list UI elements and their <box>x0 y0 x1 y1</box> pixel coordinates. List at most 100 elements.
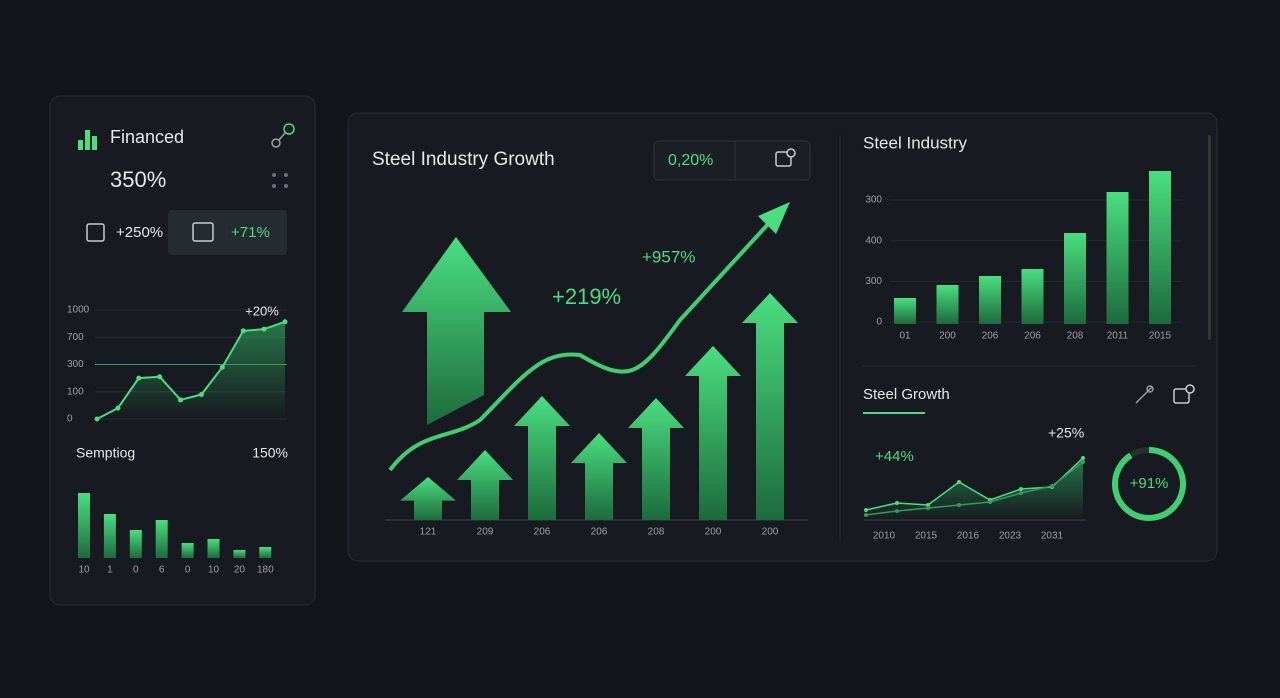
stat-chip[interactable] <box>168 210 287 255</box>
chart-title: Steel Growth <box>863 386 950 403</box>
arrow-bar <box>628 398 684 520</box>
bar <box>1021 269 1044 324</box>
x-tick-label: 209 <box>477 527 494 538</box>
point <box>178 397 184 403</box>
point <box>895 509 899 513</box>
point <box>957 480 961 484</box>
bar <box>259 547 272 558</box>
y-tick-label: 300 <box>865 195 882 206</box>
bar <box>155 520 168 558</box>
ring-value <box>1112 447 1186 521</box>
point <box>1019 487 1023 491</box>
y-tick-label: 0 <box>67 414 73 425</box>
x-tick-label: 1 <box>107 565 113 576</box>
point <box>957 503 961 507</box>
link-icon[interactable] <box>1135 385 1154 404</box>
point <box>1081 460 1085 464</box>
point <box>115 405 121 411</box>
line <box>865 461 1084 516</box>
x-tick-label: 121 <box>420 527 437 538</box>
y-tick-label: 100 <box>67 386 84 397</box>
bar <box>181 543 194 558</box>
y-tick-label: 1000 <box>67 305 90 316</box>
big-arrow <box>402 237 511 425</box>
link-icon[interactable] <box>271 123 295 148</box>
x-tick-label: 2031 <box>1041 531 1064 542</box>
point <box>219 364 225 370</box>
x-tick-label: 10 <box>208 565 220 576</box>
trend-curve <box>388 220 772 472</box>
check-icon <box>86 223 105 242</box>
point <box>261 326 267 332</box>
export-icon[interactable] <box>775 148 796 167</box>
x-tick-label: 2023 <box>999 531 1022 542</box>
point <box>864 513 868 517</box>
bar <box>129 530 142 558</box>
point <box>864 508 868 512</box>
point <box>1081 456 1085 460</box>
point <box>988 500 992 504</box>
bar <box>1149 171 1171 324</box>
bar <box>233 550 246 558</box>
ring-label: +91% <box>1130 475 1169 492</box>
x-tick-label: 2015 <box>915 531 938 542</box>
bar <box>936 285 959 324</box>
chart-title: Semptiog <box>76 445 135 461</box>
arrow-bar <box>571 433 627 520</box>
x-tick-label: 206 <box>982 331 999 342</box>
bar <box>979 276 1001 324</box>
bar <box>1106 192 1129 324</box>
arrow-bar <box>400 477 456 520</box>
x-tick-label: 200 <box>705 527 722 538</box>
annotation: +219% <box>552 284 621 309</box>
scrollbar <box>1208 135 1211 340</box>
y-tick-label: 300 <box>67 359 84 370</box>
x-tick-label: 208 <box>648 527 665 538</box>
annotation: +25% <box>1048 425 1084 441</box>
badge-box[interactable] <box>653 140 811 181</box>
point <box>240 328 246 334</box>
point <box>94 416 100 422</box>
point <box>1019 491 1023 495</box>
chart-title: Steel Industry <box>863 133 967 152</box>
x-tick-label: 2015 <box>1149 331 1172 342</box>
x-tick-label: 208 <box>1067 331 1084 342</box>
y-tick-label: 400 <box>865 235 882 246</box>
y-tick-label: 0 <box>876 317 882 328</box>
export-icon[interactable] <box>1173 384 1195 404</box>
chart-title: Steel Industry Growth <box>372 149 555 170</box>
x-tick-label: 01 <box>899 331 911 342</box>
point <box>282 319 288 325</box>
trend-arrowhead <box>758 202 790 234</box>
x-tick-label: 200 <box>939 331 956 342</box>
logo-icon <box>78 130 97 150</box>
bar <box>78 493 90 558</box>
stat: +71% <box>231 224 270 241</box>
annotation: +957% <box>642 247 695 266</box>
y-tick-label: 300 <box>865 276 882 287</box>
x-tick-label: 206 <box>1024 331 1041 342</box>
bar <box>103 514 116 558</box>
annotation: +20% <box>245 303 279 318</box>
arrow-bar <box>742 293 798 520</box>
badge: 150% <box>252 445 288 461</box>
bar <box>1064 233 1086 324</box>
area <box>97 321 285 419</box>
x-tick-label: 206 <box>591 527 608 538</box>
bar <box>894 298 916 324</box>
panel-title: Financed <box>110 127 184 147</box>
x-tick-label: 2010 <box>873 531 896 542</box>
point <box>926 506 930 510</box>
point <box>895 501 899 505</box>
point <box>198 391 204 397</box>
more-icon[interactable] <box>272 173 288 188</box>
y-tick-label: 700 <box>67 332 84 343</box>
x-tick-label: 206 <box>534 527 551 538</box>
arrow-bar <box>514 396 570 520</box>
calendar-icon <box>192 222 214 242</box>
x-tick-label: 2011 <box>1107 331 1129 342</box>
x-tick-label: 0 <box>185 565 191 576</box>
x-tick-label: 6 <box>159 565 165 576</box>
x-tick-label: 200 <box>762 527 779 538</box>
